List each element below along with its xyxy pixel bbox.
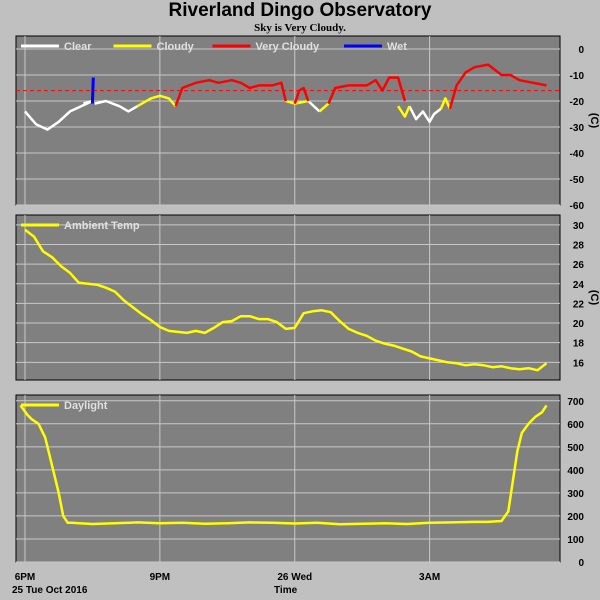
legend-label: Cloudy (157, 41, 195, 53)
series-line-wet (90, 77, 95, 104)
legend-label: Daylight (64, 400, 108, 412)
y-tick-label: 400 (567, 466, 584, 477)
y-tick-label: 100 (567, 535, 584, 546)
series-line-clear (307, 100, 321, 113)
y-tick-label: -50 (570, 175, 585, 186)
y-tick-label: -30 (570, 123, 585, 134)
y-tick-label: 700 (567, 397, 584, 408)
series-line-clear (94, 99, 139, 113)
y-tick-label: 28 (573, 240, 585, 251)
legend-label: Wet (387, 41, 407, 53)
y-tick-label: 22 (573, 299, 585, 310)
y-tick-label: 200 (567, 512, 584, 523)
y-axis-label: (C) (588, 290, 600, 306)
series-line-ambient-temp (24, 228, 548, 372)
series-line-clear (408, 105, 442, 124)
y-tick-label: 600 (567, 420, 584, 431)
series-line-daylight (19, 404, 548, 526)
legend-label: Ambient Temp (64, 220, 140, 232)
y-tick-label: 16 (573, 358, 585, 369)
x-axis-label: Time (274, 585, 298, 596)
y-tick-label: 18 (573, 339, 585, 350)
y-tick-label: 300 (567, 489, 584, 500)
x-tick-label: 6PM (15, 572, 36, 583)
chart-panel-1: 0 -10 -20 -30 -40 -50 -60 (C) Clear Cloudy Very Cl… (15, 35, 600, 212)
plot-area (15, 214, 561, 381)
y-tick-label: 30 (573, 221, 585, 232)
chart-subtitle: Sky is Very Cloudy. (254, 22, 346, 34)
y-tick-label: -10 (570, 71, 585, 82)
start-date-label: 25 Tue Oct 2016 (12, 585, 88, 596)
y-tick-label: -40 (570, 149, 585, 160)
y-tick-label: 0 (578, 45, 584, 56)
chart-panel-3: 700 600 500 400 300 200 100 0 Daylight (15, 394, 584, 569)
legend-label: Clear (64, 41, 92, 53)
series-line-very-cloudy (174, 78, 288, 107)
chart-title: Riverland Dingo Observatory (168, 0, 432, 21)
series-line-clear (24, 99, 94, 131)
y-tick-label: 500 (567, 443, 584, 454)
x-tick-label: 9PM (150, 572, 171, 583)
series-line-very-cloudy (293, 86, 310, 105)
y-tick-label: 26 (573, 260, 585, 271)
series-line-cloudy (318, 102, 330, 113)
y-tick-label: 20 (573, 319, 585, 330)
y-axis-label: (C) (588, 113, 600, 129)
series-line-very-cloudy (448, 63, 547, 110)
series-line-cloudy (439, 97, 452, 110)
legend-label: Very Cloudy (256, 41, 320, 53)
series-line-cloudy (397, 105, 411, 118)
chart-panel-2: 30 28 26 24 22 20 18 16 (C) Ambient Temp (15, 214, 600, 381)
x-tick-label: 26 Wed (277, 572, 312, 583)
y-tick-label: -60 (570, 201, 585, 212)
plot-area (15, 35, 561, 206)
plot-area (15, 394, 561, 563)
y-tick-label: 24 (573, 280, 585, 291)
x-tick-label: 3AM (419, 572, 440, 583)
y-tick-label: -20 (570, 97, 585, 108)
y-tick-label: 0 (578, 558, 584, 569)
series-line-very-cloudy (327, 76, 407, 105)
series-line-cloudy (136, 94, 177, 108)
